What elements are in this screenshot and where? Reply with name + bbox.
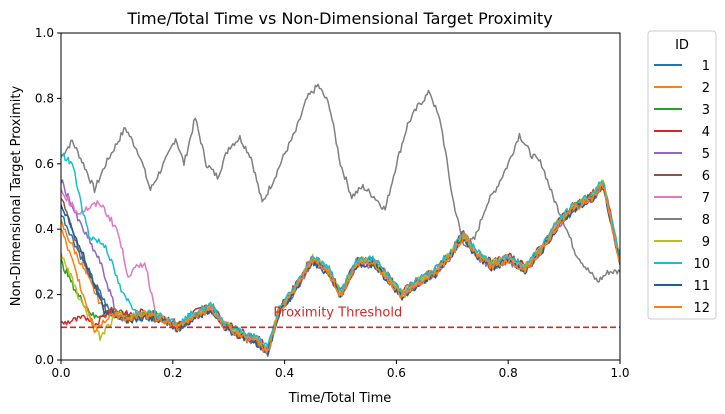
x-axis-label: Time/Total Time (288, 391, 392, 406)
legend-label-7: 7 (702, 191, 710, 206)
y-tick-label: 0.4 (35, 222, 54, 236)
x-tick-label: 0.2 (163, 366, 182, 380)
legend-label-4: 4 (702, 125, 710, 140)
x-tick-label: 0.0 (51, 366, 70, 380)
series-line-3 (61, 184, 620, 350)
legend-label-6: 6 (702, 169, 710, 184)
y-tick-label: 1.0 (35, 26, 54, 40)
y-tick-label: 0.0 (35, 353, 54, 367)
legend-label-11: 11 (693, 279, 710, 294)
legend-label-10: 10 (693, 257, 710, 272)
legend-label-5: 5 (702, 147, 710, 162)
chart-title: Time/Total Time vs Non-Dimensional Targe… (126, 9, 552, 28)
legend-title: ID (675, 38, 689, 53)
y-tick-label: 0.8 (35, 91, 54, 105)
x-tick-label: 0.6 (387, 366, 406, 380)
series-line-11 (61, 185, 620, 356)
series-line-6 (61, 186, 620, 352)
x-tick-label: 0.8 (499, 366, 518, 380)
legend-label-2: 2 (702, 81, 710, 96)
y-axis-label: Non-Dimensional Target Proximity (9, 86, 24, 307)
legend-label-9: 9 (702, 235, 710, 250)
legend-label-1: 1 (702, 59, 710, 74)
legend-label-8: 8 (702, 213, 710, 228)
x-tick-label: 1.0 (610, 366, 629, 380)
x-tick-label: 0.4 (275, 366, 294, 380)
y-tick-label: 0.6 (35, 157, 54, 171)
threshold-label: Proximity Threshold (273, 305, 402, 320)
y-tick-label: 0.2 (35, 288, 54, 302)
series-line-8 (61, 83, 620, 283)
series-line-7 (61, 180, 620, 353)
series-line-12 (61, 182, 620, 355)
plot-frame (60, 32, 621, 361)
series-line-2 (61, 183, 620, 352)
legend-label-12: 12 (693, 301, 710, 316)
series-line-5 (61, 179, 620, 358)
legend-label-3: 3 (702, 103, 710, 118)
